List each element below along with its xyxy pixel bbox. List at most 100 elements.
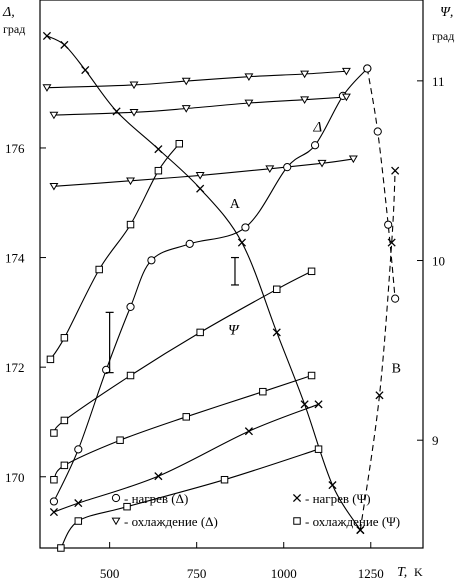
- marker-triangle: [244, 73, 254, 81]
- marker-triangle: [49, 111, 59, 120]
- x-tick-label: 750: [187, 566, 207, 581]
- right-tick-label: 10: [432, 254, 445, 269]
- annotation-psi: Ψ: [228, 322, 240, 338]
- marker-cross: [42, 31, 52, 40]
- marker-cross: [112, 107, 121, 116]
- marker-square: [50, 475, 58, 484]
- marker-square: [154, 166, 163, 175]
- x-axis-unit: K: [414, 565, 423, 579]
- series-markers: [42, 31, 400, 552]
- marker-circle: [363, 64, 372, 73]
- marker-square: [60, 416, 69, 425]
- right-axis-name: Ψ,: [440, 5, 453, 20]
- marker-triangle: [244, 99, 254, 108]
- x-tick-label: 500: [100, 566, 120, 581]
- left-tick-label: 174: [5, 251, 25, 266]
- legend-marker-cross: [292, 493, 302, 503]
- marker-cross: [391, 166, 400, 175]
- series-line-cross: [359, 170, 396, 531]
- marker-triangle: [181, 77, 191, 86]
- left-tick-label: 170: [5, 470, 25, 485]
- marker-square: [123, 502, 131, 511]
- marker-square: [57, 544, 65, 552]
- marker-cross: [81, 66, 90, 75]
- right-tick-label: 11: [432, 74, 445, 89]
- marker-square: [74, 517, 83, 525]
- marker-square: [182, 413, 190, 421]
- marker-cross: [387, 238, 396, 247]
- marker-square: [273, 285, 281, 294]
- marker-circle: [49, 497, 59, 506]
- marker-circle: [111, 493, 121, 503]
- marker-cross: [196, 184, 205, 193]
- marker-cross: [328, 481, 337, 490]
- legend-label-cooling-delta: - охлаждение (Δ): [124, 514, 218, 529]
- annotation-delta: Δ: [312, 120, 322, 136]
- x-tick-label: 1250: [358, 566, 384, 581]
- marker-triangle: [42, 84, 52, 92]
- error-bar: [105, 311, 114, 374]
- marker-triangle: [265, 165, 275, 174]
- marker-cross: [356, 525, 365, 535]
- annotation-b: B: [392, 362, 401, 377]
- marker-circle: [185, 239, 194, 248]
- marker-square: [307, 267, 316, 276]
- series-line-cross: [46, 35, 361, 531]
- marker-cross: [60, 40, 69, 49]
- annotation-a: A: [230, 197, 241, 212]
- legend-label-heating-delta: - нагрев (Δ): [124, 491, 188, 506]
- marker-circle: [241, 223, 250, 232]
- marker-square: [307, 371, 316, 380]
- marker-circle: [391, 294, 400, 303]
- x-axis-ticks: 500 750 1000 1250: [100, 542, 384, 581]
- left-tick-label: 172: [5, 360, 25, 375]
- marker-square: [293, 517, 301, 525]
- marker-square: [50, 429, 58, 437]
- marker-triangle: [300, 70, 310, 79]
- marker-triangle: [341, 67, 351, 76]
- plot-frame: [39, 0, 424, 549]
- marker-cross: [292, 493, 302, 503]
- marker-circle: [373, 127, 382, 136]
- marker-triangle: [126, 177, 136, 186]
- series-lines: [46, 35, 396, 549]
- legend-marker-triangle: [111, 517, 121, 526]
- marker-cross: [300, 400, 309, 409]
- marker-square: [95, 265, 103, 274]
- legend-marker-circle: [111, 493, 121, 503]
- marker-triangle: [129, 108, 139, 117]
- error-bars: [105, 256, 239, 374]
- x-axis-name: T,: [397, 565, 407, 580]
- marker-cross: [244, 427, 253, 436]
- marker-cross: [49, 508, 58, 517]
- marker-cross: [154, 145, 163, 154]
- x-tick-label: 1000: [271, 566, 297, 581]
- marker-cross: [237, 238, 247, 247]
- legend-label-heating-psi: - нагрев (Ψ): [305, 491, 371, 506]
- marker-square: [220, 475, 229, 484]
- marker-square: [46, 355, 55, 364]
- marker-square: [196, 328, 204, 337]
- marker-circle: [384, 220, 393, 229]
- marker-square: [259, 387, 267, 396]
- marker-circle: [283, 163, 292, 172]
- marker-square: [126, 220, 135, 229]
- marker-triangle: [348, 155, 358, 164]
- marker-triangle: [111, 517, 121, 526]
- marker-square: [60, 461, 69, 470]
- marker-square: [175, 139, 184, 148]
- marker-cross: [314, 400, 323, 409]
- left-tick-label: 176: [5, 141, 25, 156]
- marker-circle: [147, 256, 156, 265]
- marker-triangle: [341, 93, 351, 102]
- legend-label-cooling-psi: - охлаждение (Ψ): [305, 514, 400, 529]
- legend: - нагрев (Δ) - нагрев (Ψ) - охлаждение (…: [111, 491, 400, 529]
- marker-circle: [126, 302, 135, 311]
- legend-marker-square: [293, 517, 301, 525]
- marker-cross: [375, 391, 384, 400]
- marker-triangle: [129, 81, 139, 90]
- left-axis-name: Δ,: [2, 5, 15, 20]
- marker-triangle: [181, 105, 191, 113]
- error-bar: [230, 256, 239, 286]
